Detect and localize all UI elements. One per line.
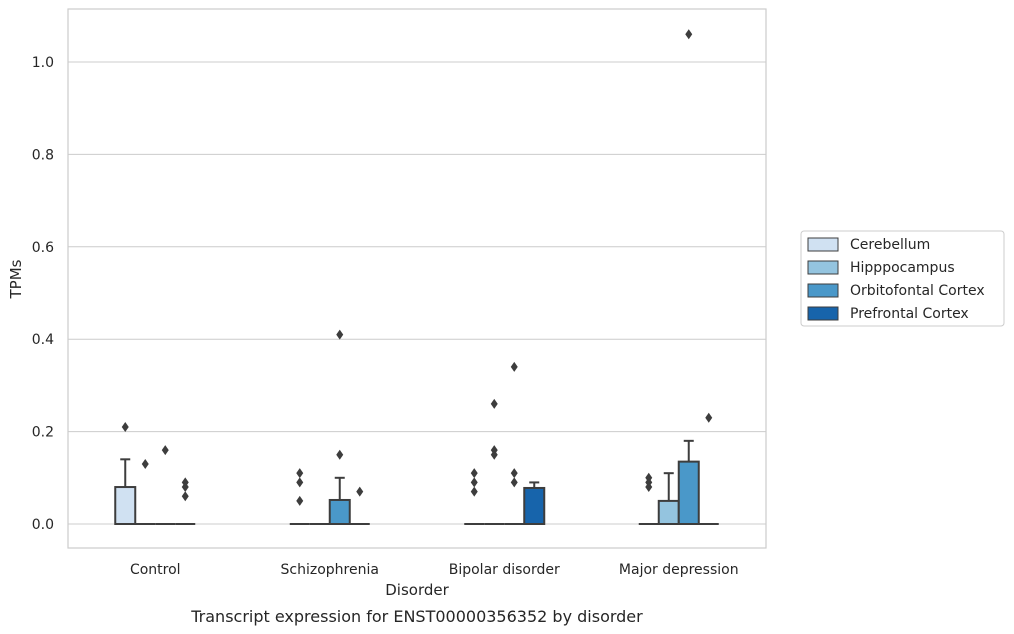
box-orbitofontal-cortex-control <box>155 445 176 525</box>
box-body <box>523 486 546 525</box>
y-tick-label: 0.0 <box>32 517 54 533</box>
outlier-point <box>510 477 518 488</box>
x-axis-label: Disorder <box>385 581 449 599</box>
box-body <box>677 460 700 526</box>
legend-swatch <box>807 283 839 298</box>
legend-label: Hipppocampus <box>850 260 955 276</box>
outlier-point <box>470 468 478 479</box>
legend-label: Cerebellum <box>850 237 930 253</box>
x-tick-label: Control <box>130 562 181 578</box>
box-hipppocampus-control <box>135 458 156 525</box>
outlier-point <box>490 449 498 460</box>
x-tick-label: Major depression <box>619 562 739 578</box>
gridlines <box>68 61 766 525</box>
outlier-point <box>336 329 344 340</box>
legend-swatch <box>807 237 839 252</box>
x-tick-labels: Control Schizophrenia Bipolar disorder Majo… <box>130 562 739 578</box>
box-prefrontal-cortex-control <box>175 477 196 525</box>
outlier-point <box>121 421 129 432</box>
outlier-point <box>510 361 518 372</box>
outlier-point <box>356 486 364 497</box>
box-body <box>114 486 137 526</box>
outlier-point <box>181 491 189 502</box>
box-orbitofontal-cortex-bipolar-disorder <box>504 361 525 525</box>
y-tick-label: 0.4 <box>32 332 54 348</box>
legend-frame <box>800 230 1005 327</box>
legend-swatch <box>807 260 839 275</box>
x-tick-label: Schizophrenia <box>281 562 379 578</box>
legend: Cerebellum Hipppocampus Orbitofontal Corte… <box>800 230 1005 327</box>
box-cerebellum-major-depression <box>638 472 659 525</box>
y-tick-label: 1.0 <box>32 55 54 71</box>
outlier-point <box>141 458 149 469</box>
box-prefrontal-cortex-schizophrenia <box>349 486 370 525</box>
outlier-point <box>161 445 169 456</box>
outlier-point <box>510 468 518 479</box>
box-cerebellum-bipolar-disorder <box>464 468 485 525</box>
box-prefrontal-cortex-major-depression <box>698 412 719 525</box>
plot-frame <box>67 8 767 549</box>
outlier-point <box>296 477 304 488</box>
outlier-point <box>296 468 304 479</box>
y-axis-label: TPMs <box>7 259 25 299</box>
plot-marks <box>114 29 719 526</box>
outlier-point <box>181 482 189 493</box>
y-tick-label: 0.6 <box>32 240 54 256</box>
y-tick-labels: 0.0 0.2 0.4 0.6 0.8 1.0 <box>32 55 54 533</box>
outlier-point <box>490 398 498 409</box>
box-body <box>328 498 351 526</box>
outlier-point <box>645 482 653 493</box>
y-tick-label: 0.2 <box>32 425 54 441</box>
legend-label: Orbitofontal Cortex <box>850 283 985 299</box>
legend-label: Prefrontal Cortex <box>850 306 969 322</box>
y-tick-label: 0.8 <box>32 147 54 163</box>
box-orbitofontal-cortex-major-depression <box>677 29 700 526</box>
box-cerebellum-schizophrenia <box>289 468 310 525</box>
box-cerebellum-control <box>114 421 137 526</box>
box-hipppocampus-major-depression <box>657 472 680 525</box>
outlier-point <box>296 495 304 506</box>
chart-caption: Transcript expression for ENST0000035635… <box>190 607 643 626</box>
outlier-point <box>336 449 344 460</box>
box-orbitofontal-cortex-schizophrenia <box>328 329 351 526</box>
x-tick-label: Bipolar disorder <box>449 562 560 578</box>
outlier-point <box>470 477 478 488</box>
box-hipppocampus-bipolar-disorder <box>484 398 505 525</box>
outlier-point <box>685 29 693 40</box>
outlier-point <box>470 486 478 497</box>
legend-swatch <box>807 306 839 321</box>
outlier-point <box>705 412 713 423</box>
box-prefrontal-cortex-bipolar-disorder <box>523 481 546 525</box>
box-body <box>657 499 680 525</box>
